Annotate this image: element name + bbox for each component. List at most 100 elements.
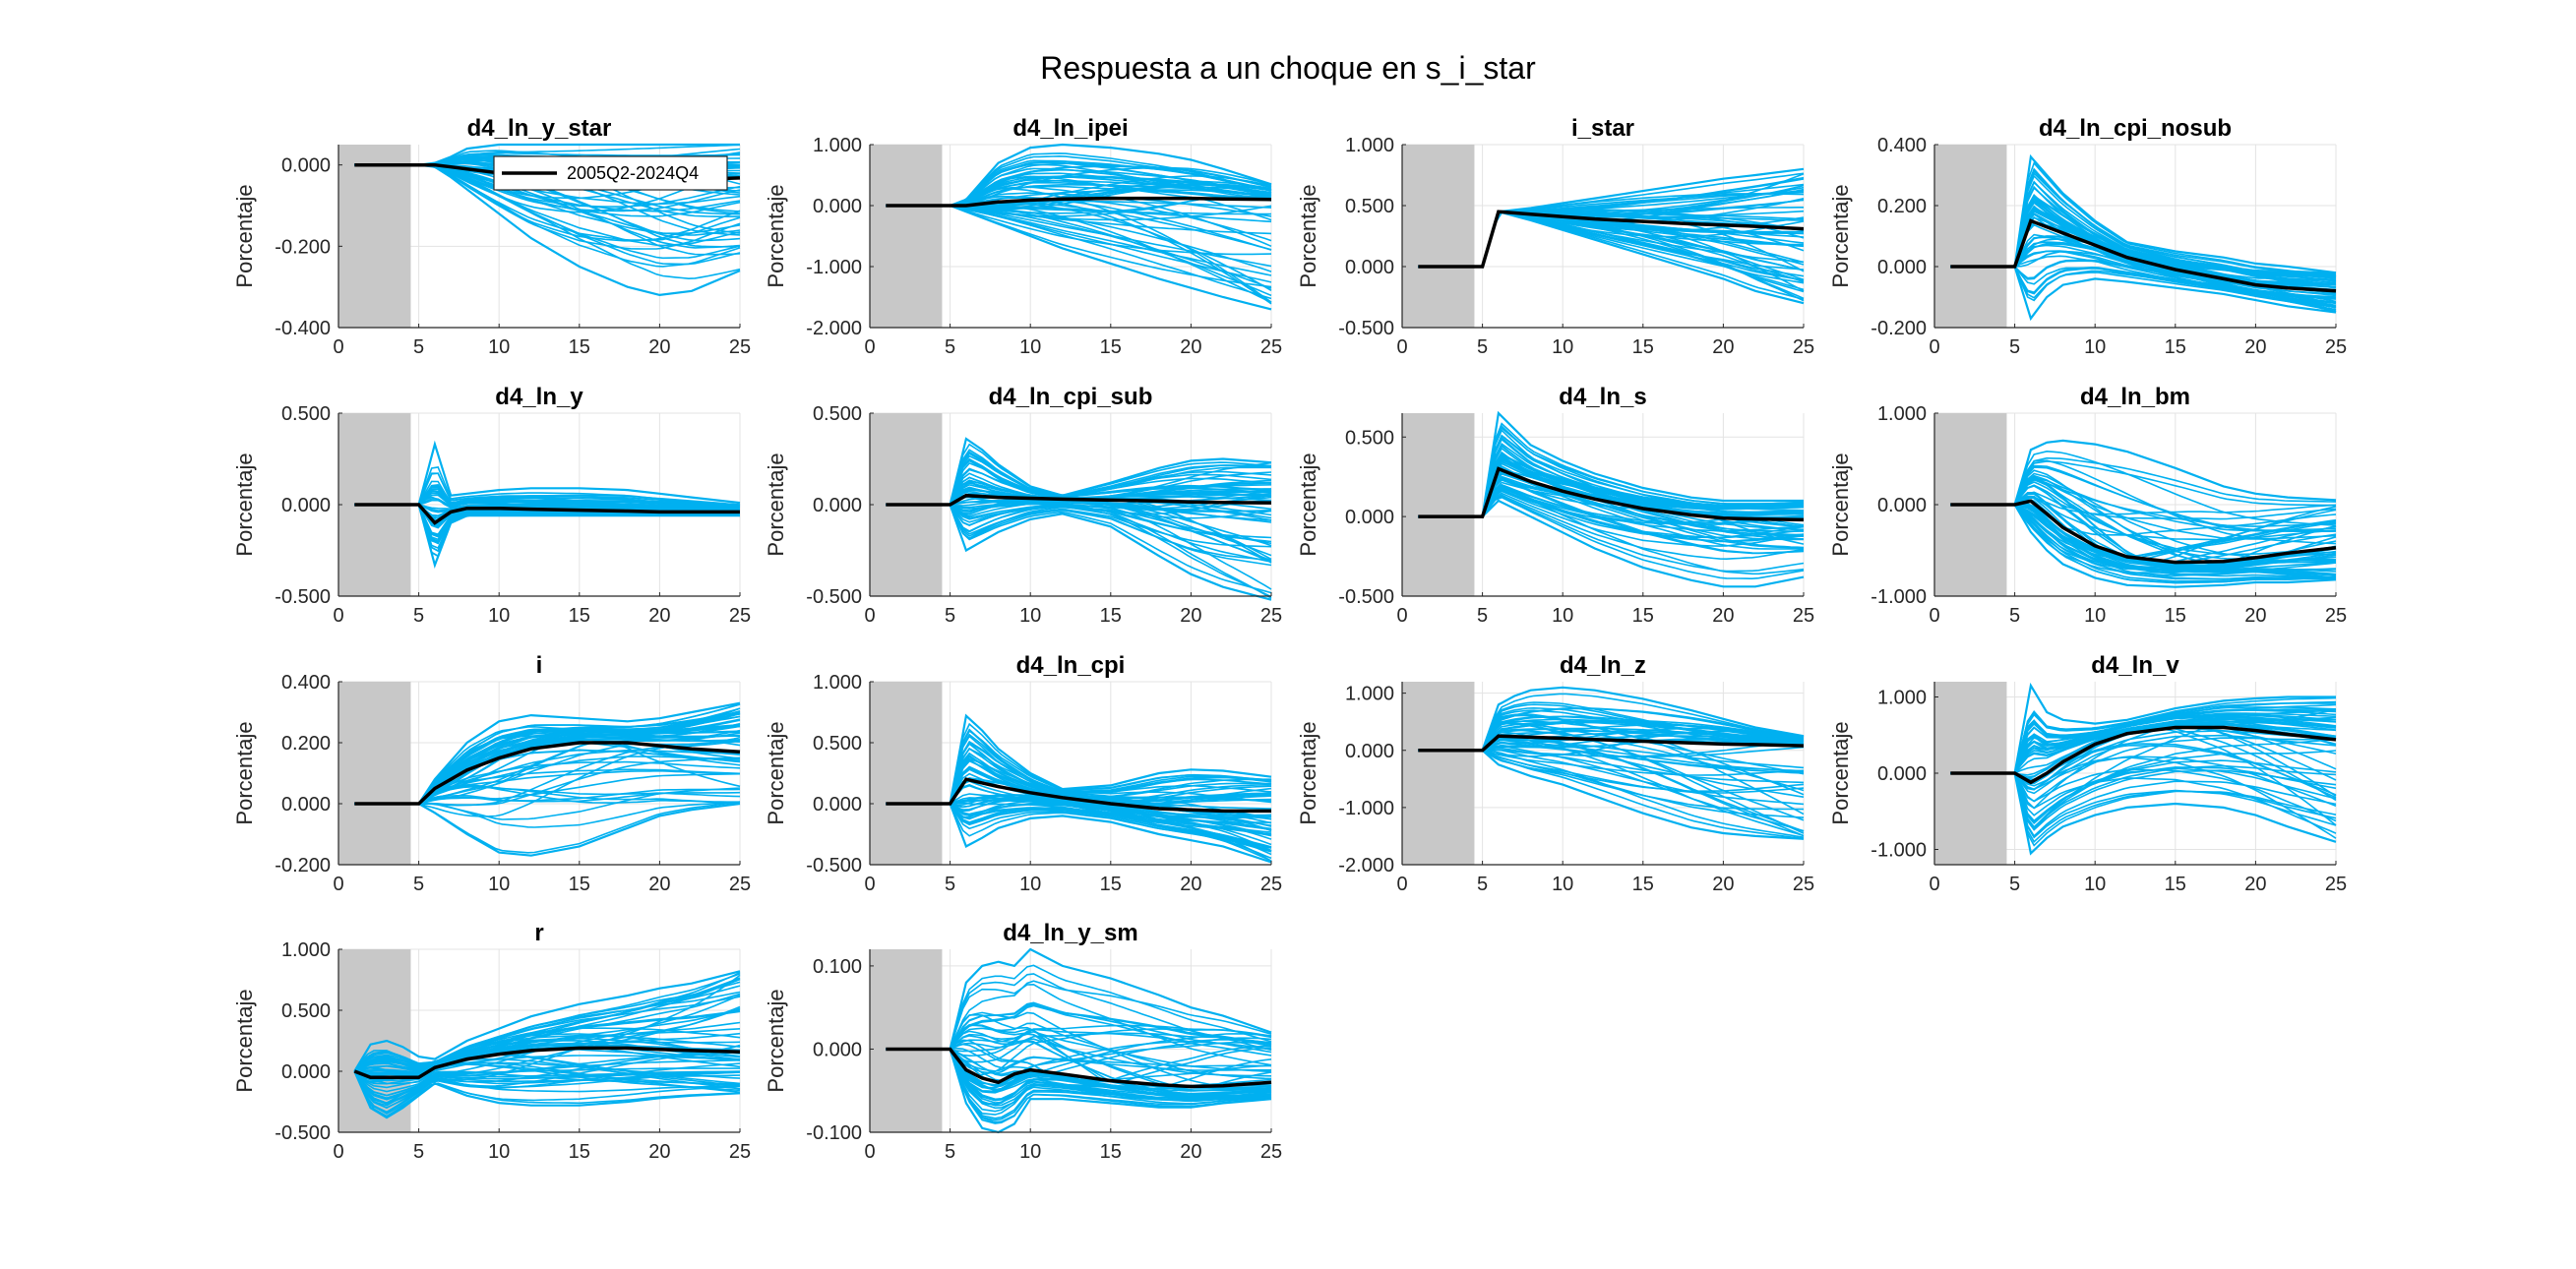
y-tick-label: 0.000	[813, 196, 862, 217]
y-tick-label: -0.500	[1338, 318, 1394, 339]
y-tick-label: 0.500	[1345, 427, 1394, 449]
median-line	[1418, 210, 1805, 269]
y-tick-label: -0.500	[275, 1122, 331, 1144]
shaded-region	[1402, 145, 1475, 328]
x-tick-label: 25	[1793, 336, 1814, 358]
draw-line	[353, 1009, 741, 1072]
x-tick-label: 5	[945, 1141, 955, 1163]
y-tick-label: 0.500	[281, 1000, 331, 1022]
y-tick-label: -0.500	[806, 586, 862, 608]
x-tick-label: 20	[1180, 1141, 1201, 1163]
x-tick-label: 5	[1477, 605, 1488, 627]
panel-title: i_star	[1571, 115, 1634, 142]
x-tick-label: 10	[1019, 1141, 1041, 1163]
panel-title: d4_ln_z	[1560, 652, 1646, 679]
y-tick-label: 0.000	[1345, 507, 1394, 528]
x-tick-label: 5	[413, 874, 424, 895]
x-tick-label: 25	[1793, 605, 1814, 627]
panel-d4_ln_v: 0 5 10 15 20 25 -1.000 0.000 1.000 Porcentaje d4_l…	[1828, 652, 2347, 895]
shaded-region	[1934, 145, 2007, 328]
band-lower-line	[353, 1070, 741, 1119]
x-tick-label: 0	[1929, 874, 1939, 895]
x-tick-label: 10	[1552, 336, 1573, 358]
x-tick-label: 10	[488, 336, 510, 358]
panel-d4_ln_cpi_nosub: 0 5 10 15 20 25 -0.200 0.000 0.200 0.400 Porcentaj…	[1828, 115, 2347, 358]
x-tick-label: 15	[2165, 336, 2186, 358]
y-axis-label: Porcentaje	[232, 184, 257, 287]
y-tick-label: -1.000	[1338, 798, 1394, 819]
x-tick-label: 20	[2244, 874, 2266, 895]
y-tick-label: 0.000	[1345, 257, 1394, 278]
x-tick-label: 25	[1260, 336, 1282, 358]
y-tick-label: -0.200	[275, 855, 331, 876]
x-tick-label: 0	[333, 605, 343, 627]
y-tick-label: 0.000	[1877, 495, 1927, 516]
x-tick-label: 15	[1100, 874, 1122, 895]
x-tick-label: 20	[1712, 605, 1734, 627]
y-tick-label: 1.000	[1877, 688, 1927, 709]
y-tick-label: -0.500	[275, 586, 331, 608]
median-line	[354, 503, 740, 525]
x-tick-label: 15	[569, 874, 590, 895]
y-axis-label: Porcentaje	[764, 721, 788, 824]
y-axis-label: Porcentaje	[1296, 721, 1320, 824]
panel-title: d4_ln_cpi	[1016, 652, 1126, 679]
x-tick-label: 20	[1180, 336, 1201, 358]
x-tick-label: 5	[1477, 336, 1488, 358]
x-tick-label: 15	[1100, 336, 1122, 358]
x-tick-label: 10	[2084, 605, 2106, 627]
x-tick-label: 25	[1260, 874, 1282, 895]
x-tick-label: 5	[945, 874, 955, 895]
y-axis-label: Porcentaje	[1296, 453, 1320, 556]
shaded-region	[338, 145, 411, 328]
x-tick-label: 0	[1396, 874, 1407, 895]
x-tick-label: 25	[729, 874, 751, 895]
x-tick-label: 0	[333, 336, 343, 358]
shaded-region	[1402, 413, 1475, 596]
y-tick-label: -2.000	[806, 318, 862, 339]
y-tick-label: 0.000	[281, 794, 331, 816]
y-tick-label: 0.100	[813, 956, 862, 978]
x-tick-label: 0	[1396, 605, 1407, 627]
x-tick-label: 25	[729, 605, 751, 627]
draw-line	[353, 1054, 741, 1090]
y-tick-label: -0.200	[1871, 318, 1927, 339]
x-tick-label: 10	[2084, 874, 2106, 895]
x-tick-label: 20	[648, 874, 670, 895]
legend-label: 2005Q2-2024Q4	[567, 163, 699, 183]
y-tick-label: 1.000	[281, 939, 331, 961]
median-line	[1418, 466, 1805, 522]
y-tick-label: 0.500	[813, 733, 862, 755]
median-line	[886, 493, 1272, 507]
y-axis-label: Porcentaje	[1828, 184, 1853, 287]
x-tick-label: 15	[569, 336, 590, 358]
panel-d4_ln_y_sm: 0 5 10 15 20 25 -0.100 0.000 0.100 Porcentaje d4_l…	[764, 920, 1282, 1163]
x-tick-label: 5	[2009, 874, 2020, 895]
x-tick-label: 0	[333, 1141, 343, 1163]
y-tick-label: -0.500	[1338, 586, 1394, 608]
y-tick-label: 0.000	[813, 794, 862, 816]
median-line	[1950, 218, 2337, 293]
y-tick-label: 0.000	[813, 495, 862, 516]
median-line	[886, 1047, 1272, 1089]
panels: 0 5 10 15 20 25 -0.400 -0.200 0.000 Porcentaje d4_…	[232, 115, 2347, 1163]
x-tick-label: 15	[1632, 874, 1654, 895]
x-tick-label: 25	[729, 336, 751, 358]
x-tick-label: 0	[1396, 336, 1407, 358]
x-tick-label: 10	[488, 1141, 510, 1163]
median-line	[353, 1046, 741, 1079]
x-tick-label: 15	[1100, 605, 1122, 627]
x-tick-label: 10	[1019, 874, 1041, 895]
figure-title: Respuesta a un choque en s_i_star	[1040, 50, 1536, 86]
x-tick-label: 20	[1180, 605, 1201, 627]
x-tick-label: 0	[864, 605, 875, 627]
x-tick-label: 0	[1929, 336, 1939, 358]
panel-d4_ln_cpi: 0 5 10 15 20 25 -0.500 0.000 0.500 1.000 Porcentaj…	[764, 652, 1282, 895]
x-tick-label: 20	[648, 605, 670, 627]
panel-title: d4_ln_y_star	[467, 115, 612, 142]
y-tick-label: -0.500	[806, 855, 862, 876]
panel-title: d4_ln_cpi_sub	[989, 384, 1153, 410]
panel-d4_ln_y_star: 0 5 10 15 20 25 -0.400 -0.200 0.000 Porcentaje d4_…	[232, 115, 751, 358]
panel-i: 0 5 10 15 20 25 -0.200 0.000 0.200 0.400 Porcentaj…	[232, 652, 751, 895]
x-tick-label: 0	[864, 874, 875, 895]
